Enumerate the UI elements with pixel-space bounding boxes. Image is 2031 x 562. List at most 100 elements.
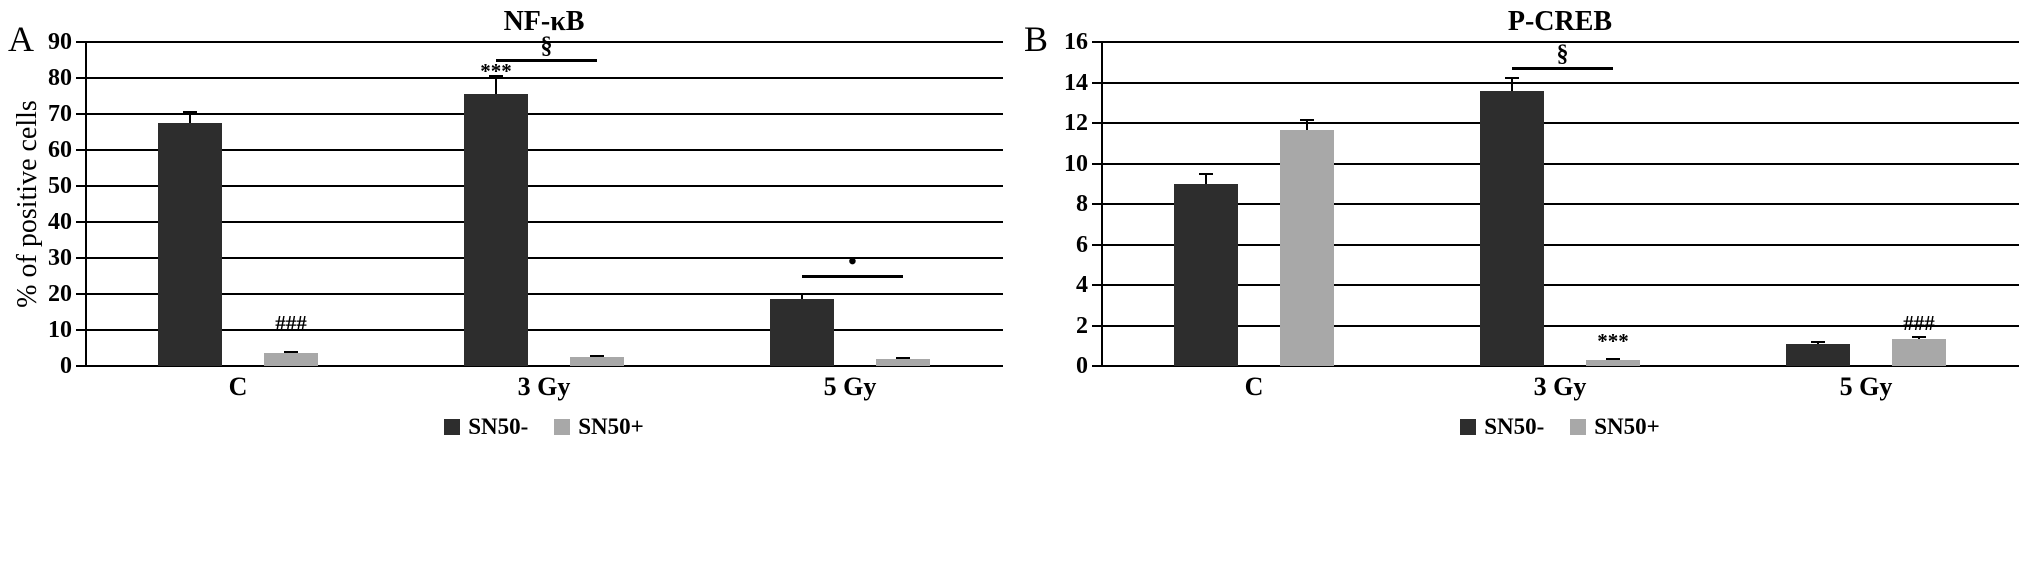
bar-SN50--5 Gy xyxy=(770,299,834,366)
error-bar-cap xyxy=(284,350,298,353)
gridline xyxy=(85,149,1003,151)
gridline xyxy=(85,41,1003,43)
y-tick-label: 10 xyxy=(48,317,72,343)
legend-swatch xyxy=(554,419,571,435)
chart-title: NF-κB xyxy=(503,6,585,37)
error-bar-cap xyxy=(489,75,503,78)
legend-item: SN50+ xyxy=(554,414,644,440)
y-axis-label: % of positive cells xyxy=(12,100,43,308)
y-tick-mark xyxy=(1092,324,1101,327)
legend-item: SN50+ xyxy=(1570,414,1660,440)
error-bar-cap xyxy=(896,356,910,359)
y-tick-mark xyxy=(76,365,85,367)
significance-bracket xyxy=(802,274,903,278)
gridline xyxy=(85,257,1003,259)
panel-a: A NF-κB % of positive cells 0 10 20 30 40 50 6… xyxy=(0,0,1015,562)
error-bar-stem xyxy=(801,294,803,300)
gridline xyxy=(85,293,1003,295)
bar-SN50--3 Gy xyxy=(1480,90,1544,366)
bar-SN50--5 Gy xyxy=(1786,343,1850,366)
error-bar-stem xyxy=(1306,119,1308,131)
error-bar-cap xyxy=(1300,118,1314,121)
legend-label: SN50- xyxy=(468,414,529,439)
y-tick-mark xyxy=(1092,41,1101,43)
plot-area: *** ### § • xyxy=(85,34,1003,367)
bar-SN50--3 Gy xyxy=(464,94,528,366)
gridline xyxy=(1101,243,2019,246)
y-tick-label: 80 xyxy=(48,65,72,91)
legend-item: SN50- xyxy=(444,414,528,440)
category-label: 3 Gy xyxy=(517,372,571,401)
legend-label: SN50+ xyxy=(1594,414,1660,439)
y-tick-label: 12 xyxy=(1064,110,1088,136)
y-axis-line xyxy=(1101,42,1103,366)
error-bar-cap xyxy=(1912,335,1926,338)
y-tick-mark xyxy=(76,113,85,115)
legend-swatch xyxy=(1460,419,1477,435)
plot-area: § *** ### xyxy=(1101,41,2019,367)
y-tick-mark xyxy=(76,293,85,295)
category-label: 5 Gy xyxy=(823,372,877,401)
significance-label: *** xyxy=(480,58,512,83)
y-tick-mark xyxy=(76,149,85,151)
y-tick-mark xyxy=(1092,122,1101,124)
significance-symbol: • xyxy=(848,248,857,275)
legend: SN50- SN50+ xyxy=(85,414,1003,440)
error-bar-cap xyxy=(183,111,197,114)
significance-symbol: § xyxy=(1556,41,1569,68)
chart-title: P-CREB xyxy=(1507,6,1613,37)
gridline xyxy=(85,365,1003,367)
panel-letter: B xyxy=(1024,19,1049,59)
significance-label: ### xyxy=(275,310,307,335)
y-tick-mark xyxy=(1092,243,1101,246)
x-axis-labels: C 3 Gy 5 Gy xyxy=(0,372,1015,406)
error-bar-cap xyxy=(590,354,604,357)
significance-bracket xyxy=(1512,67,1613,71)
y-tick-mark xyxy=(76,257,85,259)
significance-symbol: § xyxy=(540,32,553,59)
legend-swatch xyxy=(444,419,461,435)
error-bar-cap xyxy=(1811,341,1825,344)
y-tick-mark xyxy=(76,329,85,331)
y-tick-mark xyxy=(76,185,85,187)
y-axis-line xyxy=(85,42,87,366)
bar-SN50+-3 Gy xyxy=(1586,359,1640,366)
gridline xyxy=(1101,365,2019,367)
significance-label: ### xyxy=(1903,310,1935,335)
gridline xyxy=(85,221,1003,223)
error-bar-stem xyxy=(1205,173,1207,184)
gridline xyxy=(1101,284,2019,286)
y-tick-label: 6 xyxy=(1076,231,1088,258)
error-bar-cap xyxy=(1505,77,1519,80)
bar-SN50+-5 Gy xyxy=(876,358,930,366)
x-axis-labels: C 3 Gy 5 Gy xyxy=(1016,372,2031,406)
y-tick-mark xyxy=(1092,162,1101,165)
bar-SN50+-C xyxy=(1280,130,1334,366)
error-bar-stem xyxy=(1511,78,1513,91)
y-tick-mark xyxy=(1092,365,1101,367)
error-bar-cap xyxy=(795,293,809,295)
bar-SN50+-C xyxy=(264,353,318,366)
error-bar-stem xyxy=(1918,336,1920,339)
legend-item: SN50- xyxy=(1460,414,1544,440)
y-tick-mark xyxy=(76,41,85,43)
legend: SN50- SN50+ xyxy=(1101,414,2019,440)
gridline xyxy=(1101,203,2019,205)
gridline xyxy=(1101,122,2019,124)
y-tick-label: 2 xyxy=(1076,312,1088,339)
error-bar-cap xyxy=(1199,172,1213,175)
category-label: 5 Gy xyxy=(1839,372,1893,401)
error-bar-stem xyxy=(189,112,191,123)
bar-SN50--C xyxy=(1174,183,1238,366)
y-tick-mark xyxy=(76,77,85,79)
error-bar-cap xyxy=(1606,357,1620,360)
legend-label: SN50- xyxy=(1484,414,1545,439)
y-tick-label: 8 xyxy=(1076,191,1088,217)
y-tick-mark xyxy=(1092,203,1101,205)
gridline xyxy=(1101,81,2019,84)
category-label: 3 Gy xyxy=(1533,372,1587,401)
bar-SN50--C xyxy=(158,123,222,366)
gridline xyxy=(1101,162,2019,165)
